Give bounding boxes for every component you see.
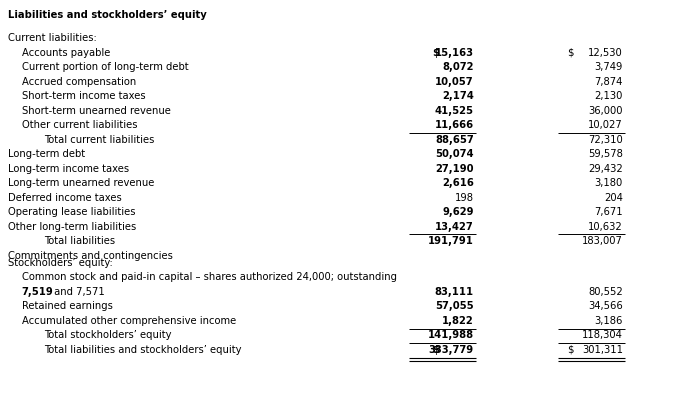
Text: Accrued compensation: Accrued compensation (22, 77, 136, 87)
Text: 198: 198 (455, 193, 474, 203)
Text: 7,874: 7,874 (594, 77, 623, 87)
Text: Common stock and paid-in capital – shares authorized 24,000; outstanding: Common stock and paid-in capital – share… (22, 273, 397, 282)
Text: Operating lease liabilities: Operating lease liabilities (8, 207, 135, 217)
Text: 80,552: 80,552 (588, 287, 623, 297)
Text: Deferred income taxes: Deferred income taxes (8, 193, 122, 203)
Text: Short-term income taxes: Short-term income taxes (22, 91, 146, 101)
Text: 13,427: 13,427 (435, 222, 474, 232)
Text: 59,578: 59,578 (588, 149, 623, 159)
Text: 10,632: 10,632 (588, 222, 623, 232)
Text: 333,779: 333,779 (429, 345, 474, 355)
Text: Total liabilities and stockholders’ equity: Total liabilities and stockholders’ equi… (44, 345, 242, 355)
Text: Other current liabilities: Other current liabilities (22, 120, 137, 130)
Text: $: $ (567, 48, 574, 58)
Text: 12,530: 12,530 (588, 48, 623, 58)
Text: 36,000: 36,000 (588, 106, 623, 116)
Text: 7,519: 7,519 (22, 287, 53, 297)
Text: 2,130: 2,130 (594, 91, 623, 101)
Text: 3,749: 3,749 (594, 62, 623, 72)
Text: Retained earnings: Retained earnings (22, 301, 112, 311)
Text: Other long-term liabilities: Other long-term liabilities (8, 222, 136, 232)
Text: Total stockholders’ equity: Total stockholders’ equity (44, 331, 171, 340)
Text: 191,791: 191,791 (428, 236, 474, 246)
Text: 141,988: 141,988 (428, 331, 474, 340)
Text: 1,822: 1,822 (442, 316, 474, 326)
Text: 8,072: 8,072 (442, 62, 474, 72)
Text: 9,629: 9,629 (442, 207, 474, 217)
Text: $: $ (432, 345, 439, 355)
Text: 41,525: 41,525 (435, 106, 474, 116)
Text: 10,027: 10,027 (588, 120, 623, 130)
Text: 2,616: 2,616 (442, 178, 474, 188)
Text: Commitments and contingencies: Commitments and contingencies (8, 251, 173, 261)
Text: 50,074: 50,074 (435, 149, 474, 159)
Text: Stockholders’ equity:: Stockholders’ equity: (8, 258, 113, 268)
Text: 204: 204 (604, 193, 623, 203)
Text: Accounts payable: Accounts payable (22, 48, 110, 58)
Text: 2,174: 2,174 (442, 91, 474, 101)
Text: 10,057: 10,057 (435, 77, 474, 87)
Text: Current portion of long-term debt: Current portion of long-term debt (22, 62, 188, 72)
Text: 183,007: 183,007 (582, 236, 623, 246)
Text: $: $ (567, 345, 574, 355)
Text: and 7,571: and 7,571 (51, 287, 104, 297)
Text: 72,310: 72,310 (588, 135, 623, 145)
Text: 15,163: 15,163 (435, 48, 474, 58)
Text: Long-term income taxes: Long-term income taxes (8, 164, 129, 174)
Text: 118,304: 118,304 (582, 331, 623, 340)
Text: Current liabilities:: Current liabilities: (8, 33, 97, 43)
Text: Liabilities and stockholders’ equity: Liabilities and stockholders’ equity (8, 10, 207, 20)
Text: $: $ (432, 48, 439, 58)
Text: 3,180: 3,180 (594, 178, 623, 188)
Text: 34,566: 34,566 (588, 301, 623, 311)
Text: 27,190: 27,190 (435, 164, 474, 174)
Text: 301,311: 301,311 (582, 345, 623, 355)
Text: 88,657: 88,657 (435, 135, 474, 145)
Text: 57,055: 57,055 (435, 301, 474, 311)
Text: 29,432: 29,432 (588, 164, 623, 174)
Text: 11,666: 11,666 (435, 120, 474, 130)
Text: 3,186: 3,186 (594, 316, 623, 326)
Text: 7,671: 7,671 (594, 207, 623, 217)
Text: Accumulated other comprehensive income: Accumulated other comprehensive income (22, 316, 236, 326)
Text: Total liabilities: Total liabilities (44, 236, 115, 246)
Text: Total current liabilities: Total current liabilities (44, 135, 154, 145)
Text: Long-term debt: Long-term debt (8, 149, 85, 159)
Text: 83,111: 83,111 (435, 287, 474, 297)
Text: Long-term unearned revenue: Long-term unearned revenue (8, 178, 154, 188)
Text: Short-term unearned revenue: Short-term unearned revenue (22, 106, 171, 116)
